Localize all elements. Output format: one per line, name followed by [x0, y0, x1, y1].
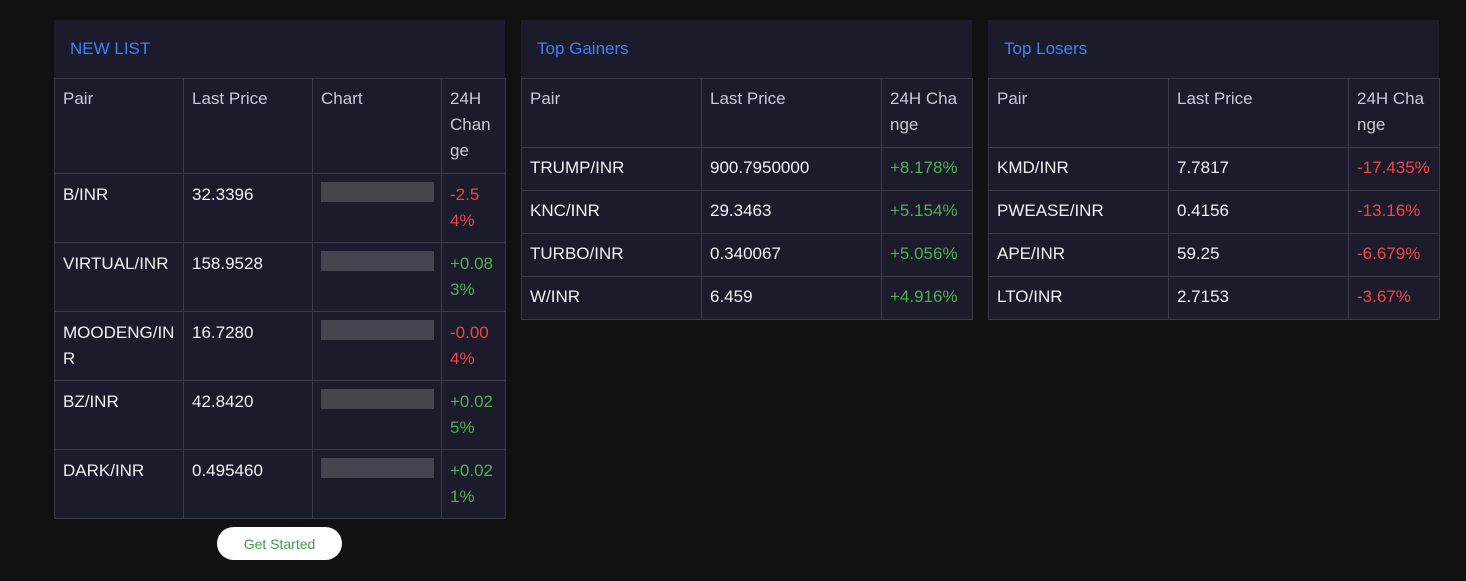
- price-cell: 0.340067: [701, 233, 882, 277]
- new-list-title: NEW LIST: [70, 39, 151, 58]
- table-header-row: Pair Last Price 24H Change: [521, 78, 973, 148]
- pair-cell: APE/INR: [988, 233, 1169, 277]
- table-row[interactable]: TRUMP/INR 900.7950000 +8.178%: [521, 147, 973, 191]
- price-cell: 158.9528: [183, 242, 313, 312]
- chart-cell: [312, 173, 442, 243]
- table-row[interactable]: TURBO/INR 0.340067 +5.056%: [521, 233, 973, 277]
- pair-cell: VIRTUAL/INR: [54, 242, 184, 312]
- new-list-panel: NEW LIST Pair Last Price Chart 24H Chang…: [54, 20, 506, 519]
- change-cell: +8.178%: [881, 147, 973, 191]
- column-header-pair: Pair: [54, 78, 184, 174]
- top-gainers-title: Top Gainers: [537, 39, 629, 58]
- pair-cell: KMD/INR: [988, 147, 1169, 191]
- table-row[interactable]: KMD/INR 7.7817 -17.435%: [988, 147, 1440, 191]
- sparkline-placeholder: [321, 320, 434, 340]
- change-cell: +0.025%: [441, 380, 506, 450]
- top-losers-panel: Top Losers Pair Last Price 24H Change KM…: [988, 20, 1440, 320]
- price-cell: 42.8420: [183, 380, 313, 450]
- change-cell: -3.67%: [1348, 276, 1440, 320]
- change-cell: +5.056%: [881, 233, 973, 277]
- column-header-last-price: Last Price: [1168, 78, 1349, 148]
- change-cell: +5.154%: [881, 190, 973, 234]
- table-row[interactable]: BZ/INR 42.8420 +0.025%: [54, 380, 506, 450]
- change-cell: -0.004%: [441, 311, 506, 381]
- chart-cell: [312, 311, 442, 381]
- table-row[interactable]: VIRTUAL/INR 158.9528 +0.083%: [54, 242, 506, 312]
- change-cell: -6.679%: [1348, 233, 1440, 277]
- pair-cell: B/INR: [54, 173, 184, 243]
- change-cell: +4.916%: [881, 276, 973, 320]
- sparkline-placeholder: [321, 182, 434, 202]
- pair-cell: LTO/INR: [988, 276, 1169, 320]
- price-cell: 32.3396: [183, 173, 313, 243]
- price-cell: 29.3463: [701, 190, 882, 234]
- price-cell: 16.7280: [183, 311, 313, 381]
- chart-cell: [312, 380, 442, 450]
- sparkline-placeholder: [321, 251, 434, 271]
- table-row[interactable]: W/INR 6.459 +4.916%: [521, 276, 973, 320]
- top-gainers-panel: Top Gainers Pair Last Price 24H Change T…: [521, 20, 973, 320]
- table-row[interactable]: LTO/INR 2.7153 -3.67%: [988, 276, 1440, 320]
- table-header-row: Pair Last Price Chart 24H Change: [54, 78, 506, 174]
- column-header-last-price: Last Price: [183, 78, 313, 174]
- column-header-pair: Pair: [988, 78, 1169, 148]
- table-row[interactable]: DARK/INR 0.495460 +0.021%: [54, 449, 506, 519]
- column-header-last-price: Last Price: [701, 78, 882, 148]
- price-cell: 0.4156: [1168, 190, 1349, 234]
- table-header-row: Pair Last Price 24H Change: [988, 78, 1440, 148]
- table-row[interactable]: B/INR 32.3396 -2.54%: [54, 173, 506, 243]
- chart-cell: [312, 449, 442, 519]
- column-header-24h-change: 24H Change: [881, 78, 973, 148]
- pair-cell: BZ/INR: [54, 380, 184, 450]
- change-cell: -17.435%: [1348, 147, 1440, 191]
- new-list-table: Pair Last Price Chart 24H Change B/INR 3…: [54, 78, 506, 519]
- price-cell: 7.7817: [1168, 147, 1349, 191]
- pair-cell: TURBO/INR: [521, 233, 702, 277]
- table-row[interactable]: KNC/INR 29.3463 +5.154%: [521, 190, 973, 234]
- sparkline-placeholder: [321, 389, 434, 409]
- table-row[interactable]: PWEASE/INR 0.4156 -13.16%: [988, 190, 1440, 234]
- price-cell: 2.7153: [1168, 276, 1349, 320]
- pair-cell: PWEASE/INR: [988, 190, 1169, 234]
- pair-cell: KNC/INR: [521, 190, 702, 234]
- get-started-button[interactable]: Get Started: [217, 527, 342, 560]
- change-cell: +0.083%: [441, 242, 506, 312]
- price-cell: 6.459: [701, 276, 882, 320]
- table-row[interactable]: MOODENG/INR 16.7280 -0.004%: [54, 311, 506, 381]
- table-row[interactable]: APE/INR 59.25 -6.679%: [988, 233, 1440, 277]
- pair-cell: MOODENG/INR: [54, 311, 184, 381]
- column-header-chart: Chart: [312, 78, 442, 174]
- price-cell: 900.7950000: [701, 147, 882, 191]
- column-header-pair: Pair: [521, 78, 702, 148]
- price-cell: 0.495460: [183, 449, 313, 519]
- pair-cell: DARK/INR: [54, 449, 184, 519]
- change-cell: -2.54%: [441, 173, 506, 243]
- pair-cell: TRUMP/INR: [521, 147, 702, 191]
- change-cell: -13.16%: [1348, 190, 1440, 234]
- column-header-24h-change: 24H Change: [1348, 78, 1440, 148]
- price-cell: 59.25: [1168, 233, 1349, 277]
- pair-cell: W/INR: [521, 276, 702, 320]
- change-cell: +0.021%: [441, 449, 506, 519]
- chart-cell: [312, 242, 442, 312]
- top-gainers-table: Pair Last Price 24H Change TRUMP/INR 900…: [521, 78, 973, 320]
- column-header-24h-change: 24H Change: [441, 78, 506, 174]
- top-losers-title: Top Losers: [1004, 39, 1088, 58]
- top-losers-table: Pair Last Price 24H Change KMD/INR 7.781…: [988, 78, 1440, 320]
- sparkline-placeholder: [321, 458, 434, 478]
